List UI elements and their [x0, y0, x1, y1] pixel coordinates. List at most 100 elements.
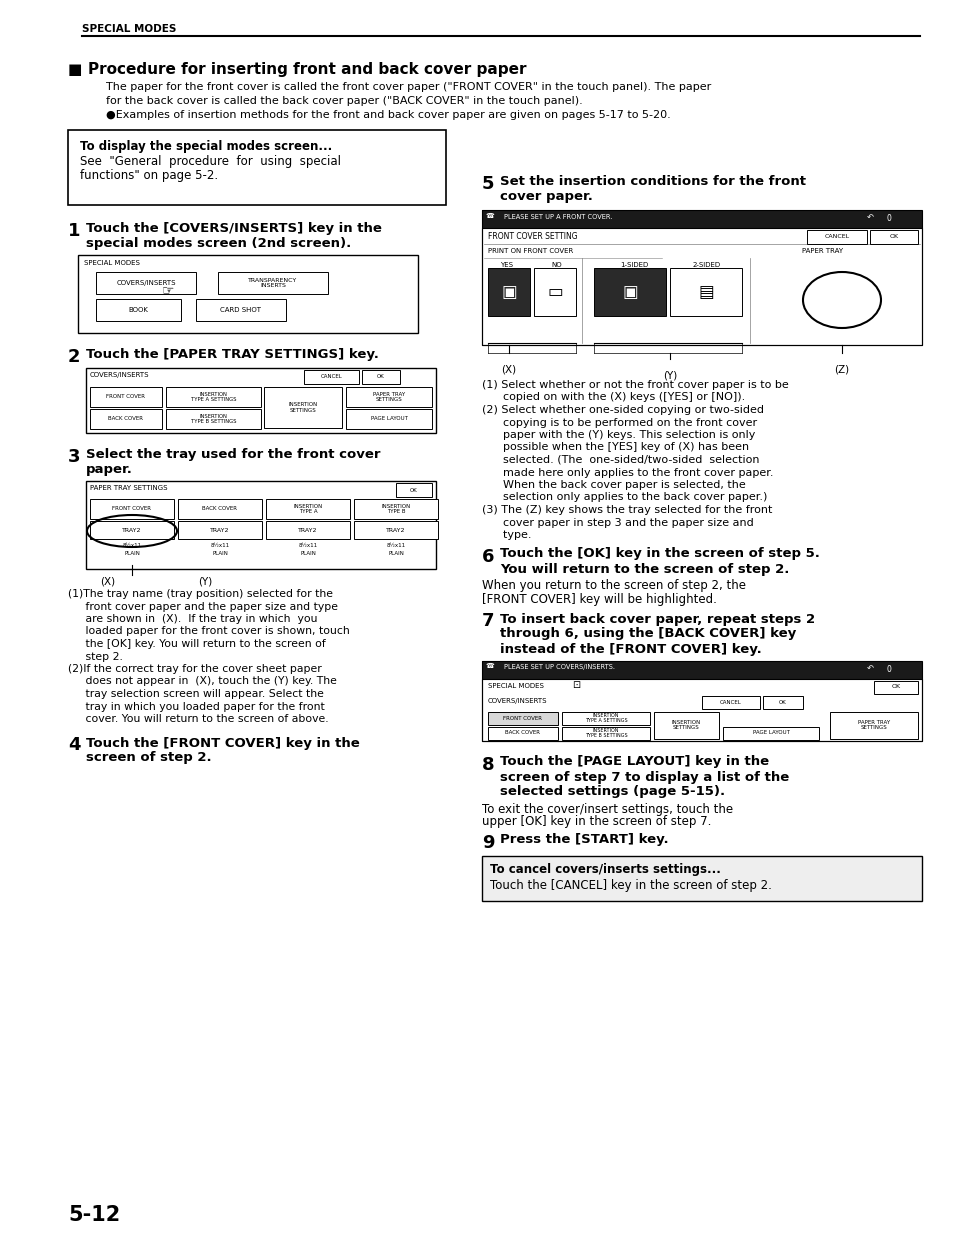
Text: PLAIN: PLAIN — [832, 308, 850, 312]
Text: 0: 0 — [886, 214, 891, 224]
FancyBboxPatch shape — [266, 499, 350, 519]
FancyBboxPatch shape — [481, 228, 921, 345]
FancyBboxPatch shape — [266, 521, 350, 538]
Text: (X): (X) — [501, 366, 516, 375]
FancyBboxPatch shape — [354, 499, 437, 519]
Text: selected settings (page 5-15).: selected settings (page 5-15). — [499, 785, 724, 799]
FancyBboxPatch shape — [78, 254, 417, 333]
Text: CANCEL: CANCEL — [320, 374, 342, 379]
FancyBboxPatch shape — [701, 695, 760, 709]
FancyBboxPatch shape — [346, 387, 432, 408]
Text: Touch the [CANCEL] key in the screen of step 2.: Touch the [CANCEL] key in the screen of … — [490, 879, 771, 893]
Text: screen of step 7 to display a list of the: screen of step 7 to display a list of th… — [499, 771, 788, 783]
Text: PLAIN: PLAIN — [300, 551, 315, 556]
FancyBboxPatch shape — [488, 268, 530, 316]
Text: special modes screen (2nd screen).: special modes screen (2nd screen). — [86, 237, 351, 249]
Text: YES: YES — [500, 262, 513, 268]
FancyBboxPatch shape — [178, 499, 262, 519]
Text: (3) The (Z) key shows the tray selected for the front: (3) The (Z) key shows the tray selected … — [481, 505, 772, 515]
Text: OK: OK — [890, 684, 900, 689]
Text: ▭: ▭ — [547, 283, 562, 301]
Text: tray selection screen will appear. Select the: tray selection screen will appear. Selec… — [68, 689, 323, 699]
Text: (Y): (Y) — [198, 577, 212, 587]
Text: OK: OK — [410, 488, 417, 493]
Text: are shown in  (X).  If the tray in which  you: are shown in (X). If the tray in which y… — [68, 614, 317, 624]
Text: When you return to the screen of step 2, the: When you return to the screen of step 2,… — [481, 579, 745, 593]
Text: SPECIAL MODES: SPECIAL MODES — [84, 261, 140, 266]
Text: ▤: ▤ — [698, 283, 713, 301]
Text: step 2.: step 2. — [68, 652, 123, 662]
FancyBboxPatch shape — [96, 272, 195, 294]
FancyBboxPatch shape — [722, 726, 818, 740]
Text: front cover paper and the paper size and type: front cover paper and the paper size and… — [68, 601, 337, 611]
Text: PLAIN: PLAIN — [124, 551, 140, 556]
Text: 7: 7 — [481, 613, 494, 631]
Text: TRAY2: TRAY2 — [210, 527, 230, 532]
FancyBboxPatch shape — [304, 370, 358, 384]
FancyBboxPatch shape — [90, 387, 162, 408]
FancyBboxPatch shape — [346, 409, 432, 429]
Text: 3: 3 — [68, 448, 80, 466]
Text: Touch the [OK] key in the screen of step 5.: Touch the [OK] key in the screen of step… — [499, 547, 819, 561]
Text: (1)The tray name (tray position) selected for the: (1)The tray name (tray position) selecte… — [68, 589, 333, 599]
FancyBboxPatch shape — [264, 387, 341, 429]
Text: ▣: ▣ — [500, 283, 517, 301]
Ellipse shape — [802, 272, 880, 329]
Text: 2-SIDED: 2-SIDED — [692, 262, 720, 268]
Text: TRAY2: TRAY2 — [386, 527, 405, 532]
FancyBboxPatch shape — [594, 268, 665, 316]
Text: When the back cover paper is selected, the: When the back cover paper is selected, t… — [481, 480, 745, 490]
Text: FRONT COVER: FRONT COVER — [107, 394, 146, 399]
FancyBboxPatch shape — [762, 695, 802, 709]
Text: INSERTION
TYPE A SETTINGS: INSERTION TYPE A SETTINGS — [584, 713, 627, 724]
FancyBboxPatch shape — [481, 678, 921, 741]
Text: PAPER TRAY: PAPER TRAY — [801, 248, 842, 254]
Text: cover. You will return to the screen of above.: cover. You will return to the screen of … — [68, 714, 328, 724]
FancyBboxPatch shape — [869, 230, 917, 245]
Text: Procedure for inserting front and back cover paper: Procedure for inserting front and back c… — [88, 62, 526, 77]
Text: 8½x11: 8½x11 — [298, 543, 317, 548]
Text: TRAY2: TRAY2 — [830, 284, 852, 290]
Text: FRONT COVER: FRONT COVER — [503, 715, 542, 720]
Text: FRONT COVER SETTING: FRONT COVER SETTING — [488, 232, 577, 241]
Text: 9: 9 — [481, 834, 494, 851]
Text: loaded paper for the front cover is shown, touch: loaded paper for the front cover is show… — [68, 626, 350, 636]
Text: INSERTION
TYPE B SETTINGS: INSERTION TYPE B SETTINGS — [191, 414, 236, 425]
Text: made here only applies to the front cover paper.: made here only applies to the front cove… — [481, 468, 773, 478]
Text: INSERTION
TYPE A SETTINGS: INSERTION TYPE A SETTINGS — [191, 391, 236, 403]
Text: COVERS/INSERTS: COVERS/INSERTS — [488, 698, 547, 704]
Text: (X): (X) — [100, 577, 115, 587]
Text: 8½x11: 8½x11 — [122, 543, 141, 548]
Text: ☞: ☞ — [162, 283, 174, 296]
Text: COVERS/INSERTS: COVERS/INSERTS — [90, 372, 150, 378]
Text: TRAY2: TRAY2 — [122, 527, 142, 532]
FancyBboxPatch shape — [481, 210, 921, 228]
Text: 8: 8 — [481, 756, 494, 773]
Text: OK: OK — [779, 699, 786, 704]
FancyBboxPatch shape — [654, 711, 719, 739]
Text: Press the [START] key.: Press the [START] key. — [499, 834, 668, 846]
Text: INSERTION
SETTINGS: INSERTION SETTINGS — [288, 403, 317, 412]
Text: INSERTION
SETTINGS: INSERTION SETTINGS — [671, 720, 700, 730]
Text: 4: 4 — [68, 736, 80, 755]
Text: 8½x11: 8½x11 — [830, 296, 852, 301]
Text: ■: ■ — [68, 62, 82, 77]
Text: Touch the [PAPER TRAY SETTINGS] key.: Touch the [PAPER TRAY SETTINGS] key. — [86, 348, 378, 361]
Text: To cancel covers/inserts settings...: To cancel covers/inserts settings... — [490, 863, 720, 877]
Text: To insert back cover paper, repeat steps 2: To insert back cover paper, repeat steps… — [499, 613, 814, 625]
Text: 0: 0 — [886, 664, 891, 673]
FancyBboxPatch shape — [178, 521, 262, 538]
Text: INSERTION
TYPE A: INSERTION TYPE A — [294, 504, 322, 515]
Text: type.: type. — [481, 530, 531, 540]
Text: for the back cover is called the back cover paper ("BACK COVER" in the touch pan: for the back cover is called the back co… — [106, 96, 582, 106]
Text: 6: 6 — [481, 547, 494, 566]
FancyBboxPatch shape — [488, 711, 558, 725]
Text: Touch the [PAGE LAYOUT] key in the: Touch the [PAGE LAYOUT] key in the — [499, 756, 768, 768]
Text: ☎: ☎ — [485, 663, 495, 669]
Text: Set the insertion conditions for the front: Set the insertion conditions for the fro… — [499, 175, 805, 188]
Text: through 6, using the [BACK COVER] key: through 6, using the [BACK COVER] key — [499, 627, 796, 641]
FancyBboxPatch shape — [90, 499, 173, 519]
Text: ●Examples of insertion methods for the front and back cover paper are given on p: ●Examples of insertion methods for the f… — [106, 110, 670, 120]
Text: instead of the [FRONT COVER] key.: instead of the [FRONT COVER] key. — [499, 642, 760, 656]
Text: Select the tray used for the front cover: Select the tray used for the front cover — [86, 448, 380, 461]
